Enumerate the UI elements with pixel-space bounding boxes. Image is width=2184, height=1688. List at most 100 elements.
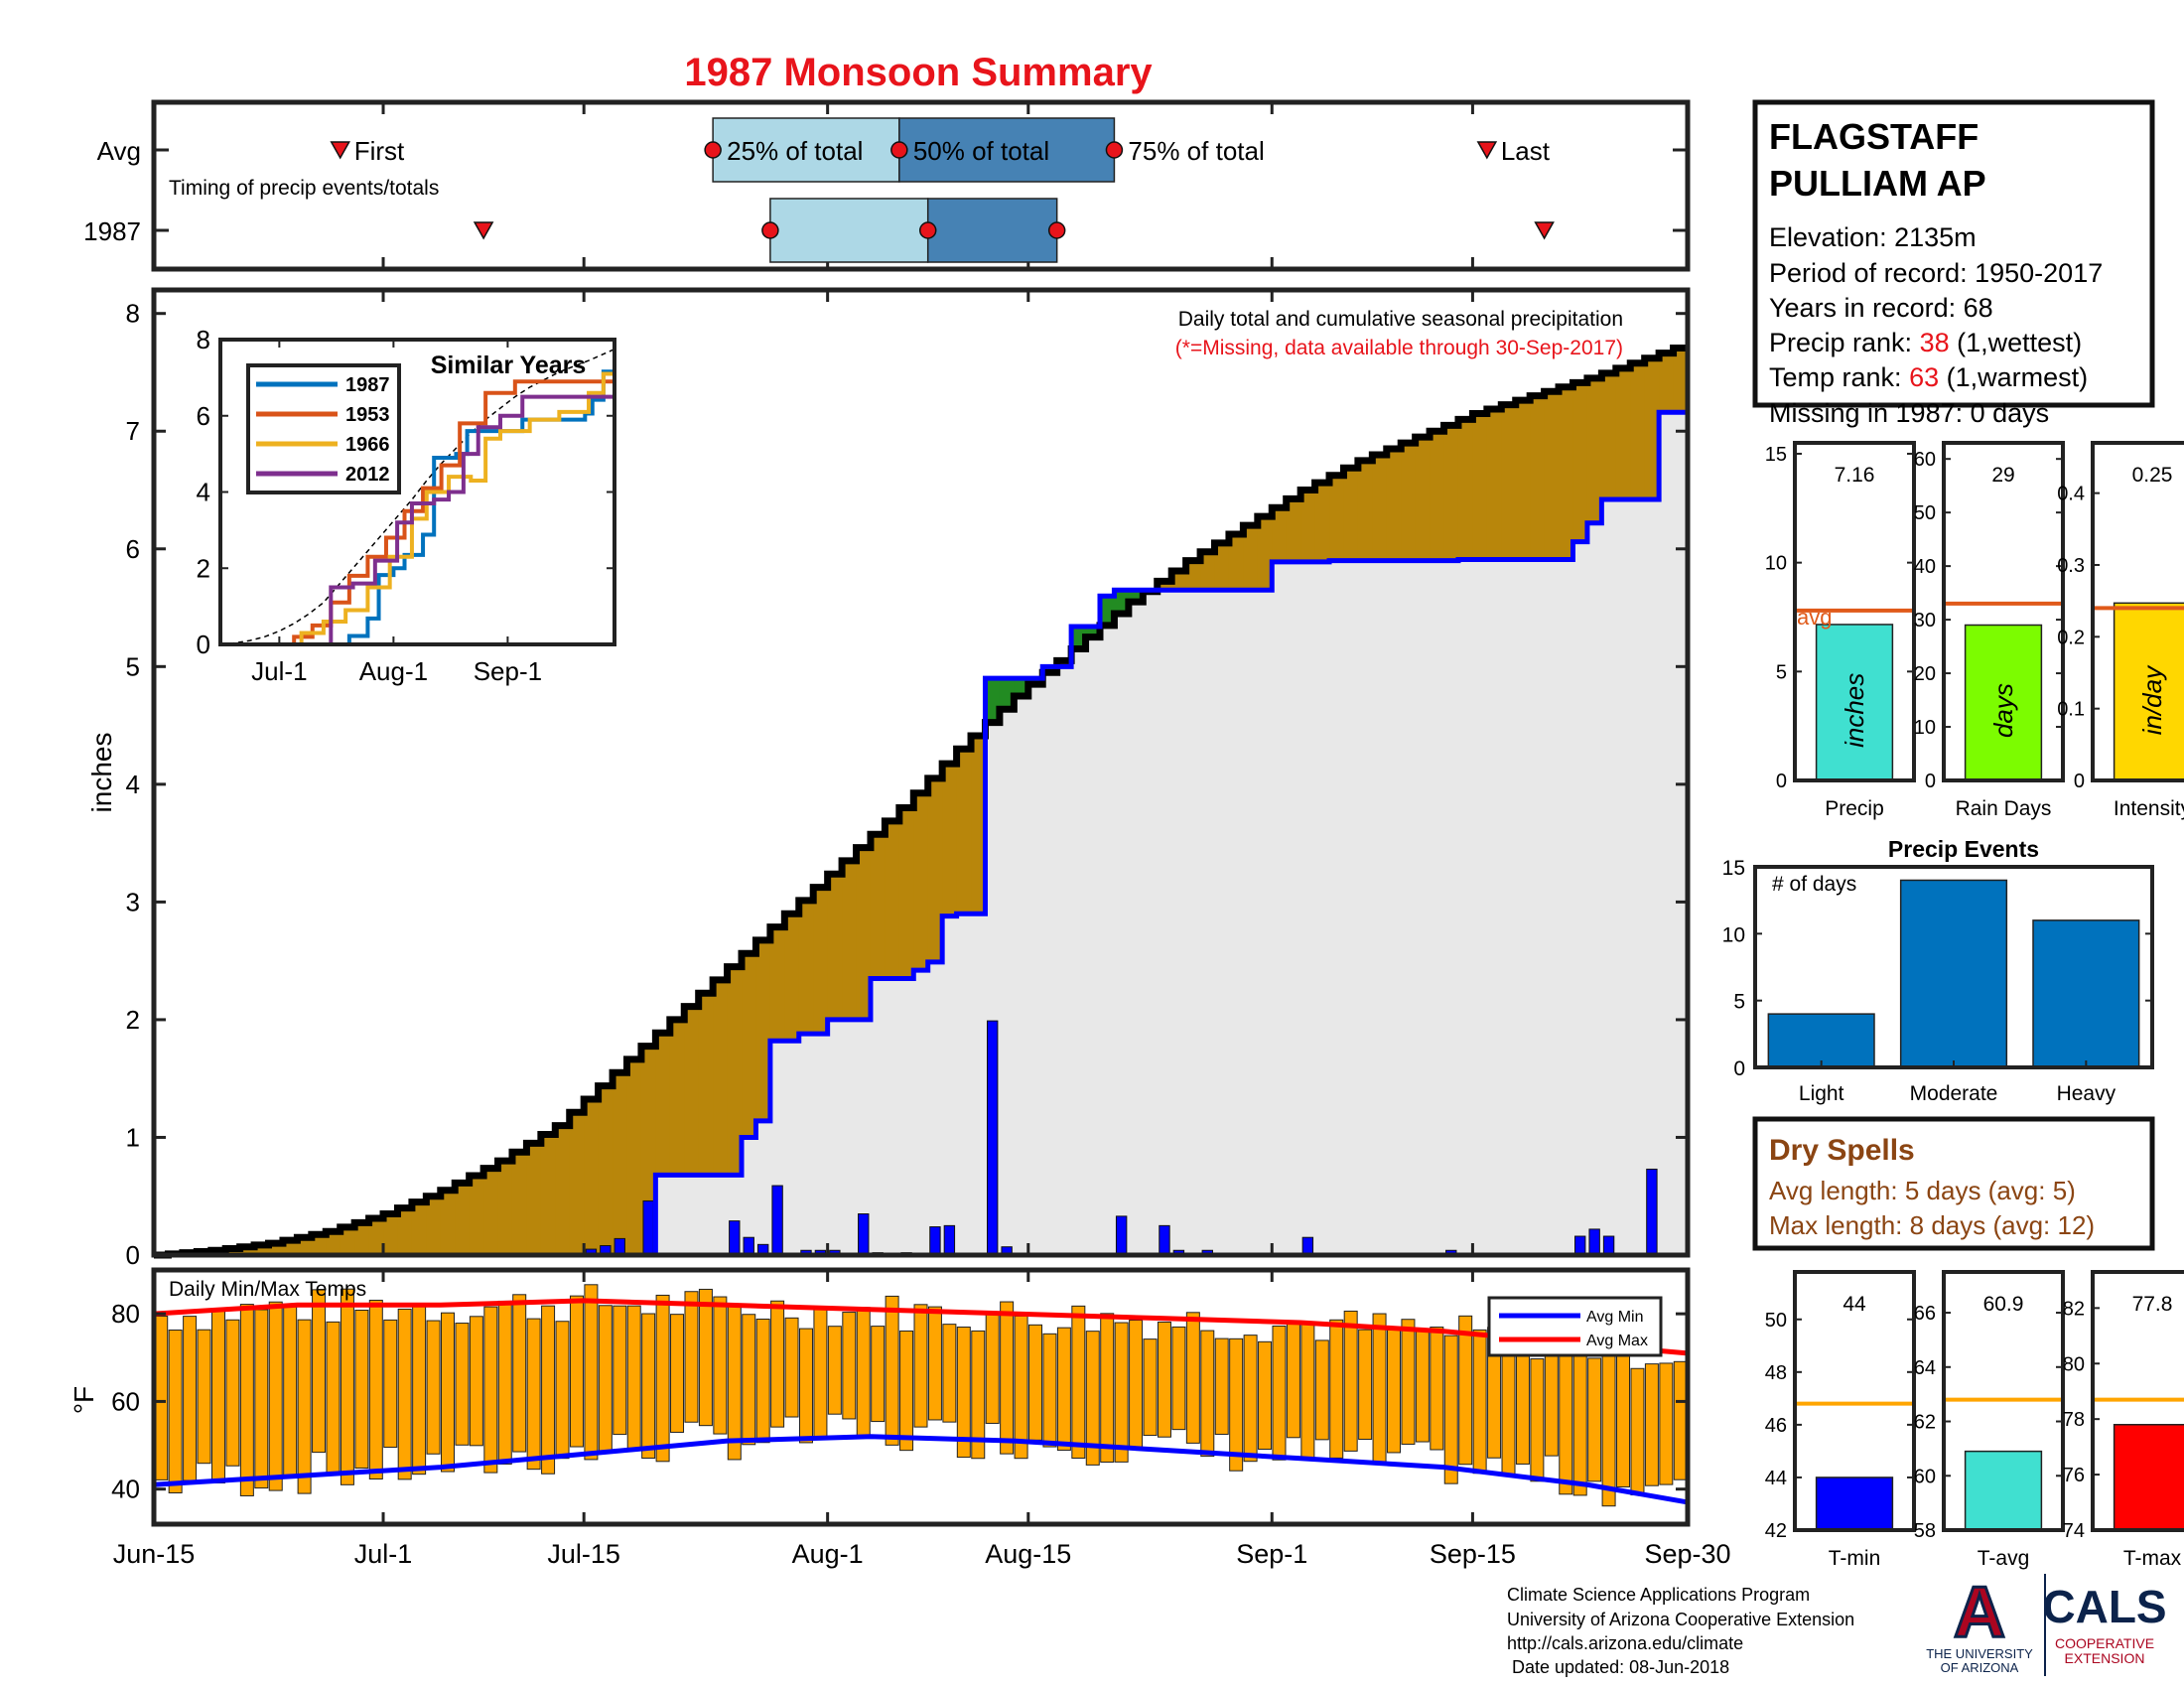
inset-legend-label-1987: 1987 [345, 374, 390, 396]
daily-temp-bar [455, 1323, 470, 1446]
daily-temp-bar [1401, 1319, 1416, 1445]
daily-temp-bar [784, 1317, 799, 1418]
deficit-fill-day [1530, 395, 1546, 560]
temp-legend: Avg Min Avg Max [1487, 1296, 1663, 1357]
stat-ytick-label: 80 [2063, 1353, 2085, 1375]
station-name-line2: PULLIAM AP [1769, 163, 1986, 204]
daily-precip-bar [1588, 1228, 1600, 1256]
stat-ytick-label: 0 [2074, 771, 2085, 792]
daily-temp-bar [1372, 1313, 1387, 1466]
events-ytick-label: 5 [1733, 991, 1745, 1014]
deficit-fill-day [742, 953, 757, 1138]
daily-temp-bar [254, 1309, 269, 1489]
inset-legend-label-1966: 1966 [345, 434, 390, 456]
inset-title: Similar Years [431, 352, 587, 379]
daily-temp-bar [942, 1324, 957, 1423]
deficit-fill-day [1515, 400, 1531, 560]
stat-bar [1815, 624, 1894, 781]
daily-temp-bar [1200, 1330, 1215, 1458]
stat-ytick-label: 78 [2063, 1409, 2085, 1431]
daily-temp-bar [183, 1316, 198, 1481]
stat-bar [1815, 1477, 1894, 1531]
date-axis-label: Jul-15 [547, 1539, 620, 1569]
daily-temp-bar [1229, 1337, 1244, 1472]
daily-temp-bar [1572, 1337, 1587, 1496]
dry-spells-max: Max length: 8 days (avg: 12) [1769, 1210, 2095, 1240]
temp-ytick-label: 40 [111, 1475, 140, 1504]
stat-panel-frame [1793, 441, 1916, 782]
deficit-fill-day [684, 1006, 700, 1176]
dry-spells-box: Dry Spells Avg length: 5 days (avg: 5) M… [1752, 1116, 2155, 1251]
deficit-fill-day [827, 874, 843, 1020]
stat-bar-unit-label: days [1988, 683, 2018, 738]
date-axis-label: Sep-15 [1430, 1539, 1516, 1569]
deficit-fill-day [239, 1246, 255, 1255]
station-precip-rank: Precip rank: 38 (1,wettest) [1769, 328, 2082, 357]
daily-temp-bar [354, 1310, 369, 1469]
deficit-fill-day [784, 914, 800, 1042]
timing-subtitle: Timing of precip events/totals [169, 177, 439, 200]
deficit-fill-day [354, 1222, 370, 1255]
timing-label-first: First [354, 136, 405, 166]
deficit-fill-day [1128, 590, 1144, 603]
daily-temp-bar [239, 1304, 254, 1496]
cals-logo: CALS COOPERATIVE EXTENSION [2042, 1581, 2166, 1666]
timing-marker-p25 [761, 221, 779, 239]
stat-ytick-label: 0 [1925, 771, 1936, 792]
stat-panel-t-avg: 58 60 62 64 66 60.9 T-avg [1914, 1270, 2065, 1570]
inset-ytick-label: 8 [197, 325, 210, 354]
daily-temp-bar [1343, 1310, 1358, 1452]
stat-category-label: Intensity [2114, 797, 2184, 820]
daily-temp-bar [813, 1306, 828, 1440]
daily-temp-bar [1630, 1367, 1645, 1496]
stat-panel-precip: 0 5 10 15 7.16 Precip inches avg [1765, 441, 1916, 820]
timing-box-25-50 [712, 117, 900, 183]
daily-temp-bar [842, 1312, 857, 1420]
deficit-fill-day [340, 1226, 355, 1255]
daily-temp-bar [1056, 1327, 1071, 1452]
daily-temp-bar [956, 1327, 971, 1459]
daily-temp-bar [927, 1306, 942, 1421]
deficit-fill-day [655, 1033, 671, 1176]
stat-panel-frame [1793, 1270, 1916, 1532]
daily-temp-bar [1071, 1305, 1086, 1459]
daily-temp-bar [698, 1288, 713, 1427]
cals-logo-text: CALS [2042, 1581, 2166, 1632]
deficit-fill-day [483, 1168, 499, 1255]
year-cumulative-area [154, 412, 1688, 1255]
daily-temp-bar [1386, 1329, 1401, 1454]
timing-triangle-first [473, 221, 494, 240]
date-axis-label: Aug-15 [985, 1539, 1071, 1569]
stat-ytick-label: 42 [1765, 1520, 1787, 1542]
stat-bar [2113, 602, 2184, 781]
stat-bar [1964, 1450, 2043, 1531]
stat-value-label: 77.8 [2132, 1293, 2173, 1316]
stat-value-label: 0.25 [2132, 464, 2173, 487]
timing-label-last: Last [1501, 136, 1551, 166]
timing-box-50-75 [926, 198, 1058, 263]
station-name-line1: FLAGSTAFF [1769, 116, 1979, 157]
events-subtitle: # of days [1772, 873, 1856, 896]
station-temp-rank: Temp rank: 63 (1,warmest) [1769, 362, 2088, 392]
daily-temp-bar [641, 1313, 656, 1459]
precip-ytick-label: 5 [126, 651, 140, 681]
timing-marker-p50 [890, 141, 908, 159]
deficit-fill-day [411, 1201, 427, 1255]
deficit-fill-day [1185, 560, 1201, 591]
timing-triangle-first [330, 141, 350, 160]
events-bar-heavy [2032, 919, 2140, 1068]
events-category-label: Moderate [1910, 1082, 1998, 1105]
daily-temp-bar [655, 1294, 670, 1463]
deficit-fill-day [1601, 372, 1617, 499]
daily-precip-bar [1646, 1168, 1658, 1256]
stat-ytick-label: 5 [1776, 661, 1787, 683]
deficit-fill-day [1228, 533, 1244, 591]
stat-panel-frame [1942, 1270, 2065, 1532]
temp-title: Daily Min/Max Temps [169, 1278, 366, 1301]
daily-temp-bar [412, 1304, 427, 1476]
daily-temp-bar [368, 1299, 383, 1480]
events-category-label: Heavy [2057, 1082, 2116, 1105]
deficit-fill-day [497, 1161, 513, 1255]
deficit-fill-day [1457, 419, 1474, 560]
